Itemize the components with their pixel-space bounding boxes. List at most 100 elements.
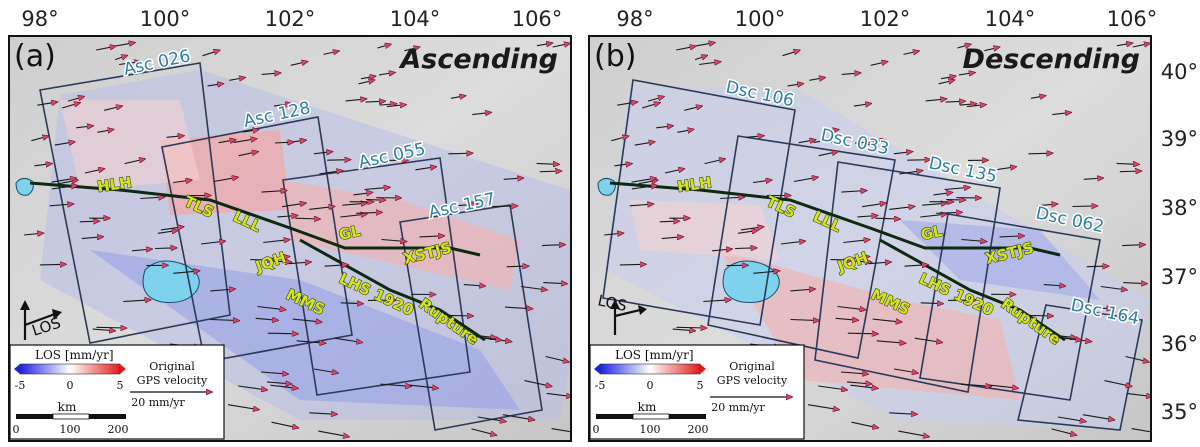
gps-vector <box>448 153 472 154</box>
gps-vector <box>49 204 74 206</box>
gps-vector <box>358 80 375 84</box>
gps-vector <box>850 384 877 388</box>
gps-vector <box>364 187 390 189</box>
gps-vector <box>132 249 152 251</box>
gps-vector <box>474 335 502 340</box>
gps-vector <box>854 142 874 143</box>
gps-vector <box>213 177 238 183</box>
gps-vector <box>123 300 150 302</box>
track-frame <box>707 135 896 359</box>
gps-vector <box>378 73 395 75</box>
top-axis: 98° 100° 102° 104° 106° 98° 100° 102° 10… <box>21 7 1157 31</box>
gps-vector <box>545 355 569 363</box>
gps-vector <box>84 169 104 174</box>
fault-label: GL <box>919 222 945 244</box>
gps-vector <box>472 112 491 114</box>
gps-vector <box>1072 206 1097 207</box>
gps-vector <box>404 47 419 51</box>
gps-vector <box>694 43 715 47</box>
legend-box <box>589 344 805 440</box>
gps-vector <box>694 56 707 60</box>
top-axis-label: 98° <box>616 7 653 31</box>
gps-vector <box>904 265 928 267</box>
gps-vector <box>492 206 517 207</box>
gps-vector <box>846 382 872 384</box>
gps-vector <box>936 212 962 213</box>
gps-vector <box>61 103 80 109</box>
track-frame <box>602 79 796 326</box>
gps-vector <box>940 76 956 79</box>
colorbar-tick: 0 <box>647 379 654 392</box>
gps-vector <box>39 264 66 265</box>
gps-vector <box>360 76 376 79</box>
scalebar-segment <box>52 413 90 420</box>
gps-vector <box>381 240 407 242</box>
scalebar-segment <box>596 414 633 419</box>
gps-vector <box>342 203 367 205</box>
gps-vector <box>989 384 1018 388</box>
gps-vector <box>782 50 800 57</box>
gps-vector <box>631 178 657 183</box>
gps-vector <box>274 142 294 143</box>
los-label: LOS <box>596 291 628 315</box>
gps-vector <box>684 106 702 111</box>
gps-vector <box>1030 96 1046 99</box>
right-axis-label: 36° <box>1161 332 1198 356</box>
gps-vector <box>837 305 866 310</box>
gps-vector <box>409 384 438 388</box>
gps-vector <box>809 78 825 81</box>
gps-vector <box>1051 428 1077 435</box>
gps-vector <box>959 104 977 105</box>
gps-vector <box>263 240 289 243</box>
gps-vector <box>524 380 552 387</box>
gps-vector <box>173 180 192 183</box>
gps-vector <box>961 240 987 242</box>
insar-negative-patch <box>900 220 1100 300</box>
top-axis-label: 104° <box>390 7 441 31</box>
gps-vector <box>843 257 869 260</box>
track-frame <box>399 204 543 431</box>
gps-vector <box>539 171 562 172</box>
gps-vector <box>872 319 902 322</box>
gps-vector <box>870 62 888 66</box>
gps-vector <box>155 248 177 249</box>
gps-vector <box>656 126 673 128</box>
gps-vector <box>1116 43 1132 46</box>
gps-vector <box>672 329 696 331</box>
gps-vector <box>914 337 942 342</box>
gps-vector <box>641 103 660 109</box>
gps-vector <box>273 104 291 107</box>
right-axis: 40° 39° 38° 37° 36° 35° <box>1161 60 1198 424</box>
gps-vector <box>999 236 1025 237</box>
gps-vector <box>266 382 292 384</box>
gps-vector <box>945 101 966 102</box>
gps-vector <box>841 73 861 75</box>
lake <box>15 177 34 196</box>
scalebar-tick: 0 <box>13 423 20 436</box>
gps-vector <box>617 102 637 105</box>
gps-vector <box>899 171 922 175</box>
colorbar <box>19 363 121 375</box>
gps-vector <box>807 404 839 410</box>
gps-vector <box>79 221 100 222</box>
gps-vector <box>850 261 871 262</box>
gps-vector <box>233 139 257 143</box>
gps-vector <box>543 283 567 284</box>
gps-vector <box>1122 245 1145 246</box>
gps-vector <box>958 73 975 75</box>
gps-vector <box>922 203 947 205</box>
gps-vector <box>504 307 533 309</box>
lake <box>597 177 616 196</box>
gps-vector <box>1131 428 1151 433</box>
gps-vector <box>173 271 199 273</box>
gps-vector <box>1119 171 1142 172</box>
scalebar-tick: 200 <box>688 423 709 436</box>
gps-vector <box>119 62 140 65</box>
gps-vector <box>552 43 570 48</box>
gps-vector <box>92 329 116 331</box>
gps-vector <box>957 44 970 48</box>
gps-vector <box>677 129 693 132</box>
gps-vector <box>703 300 730 302</box>
gps-vector <box>920 214 946 217</box>
